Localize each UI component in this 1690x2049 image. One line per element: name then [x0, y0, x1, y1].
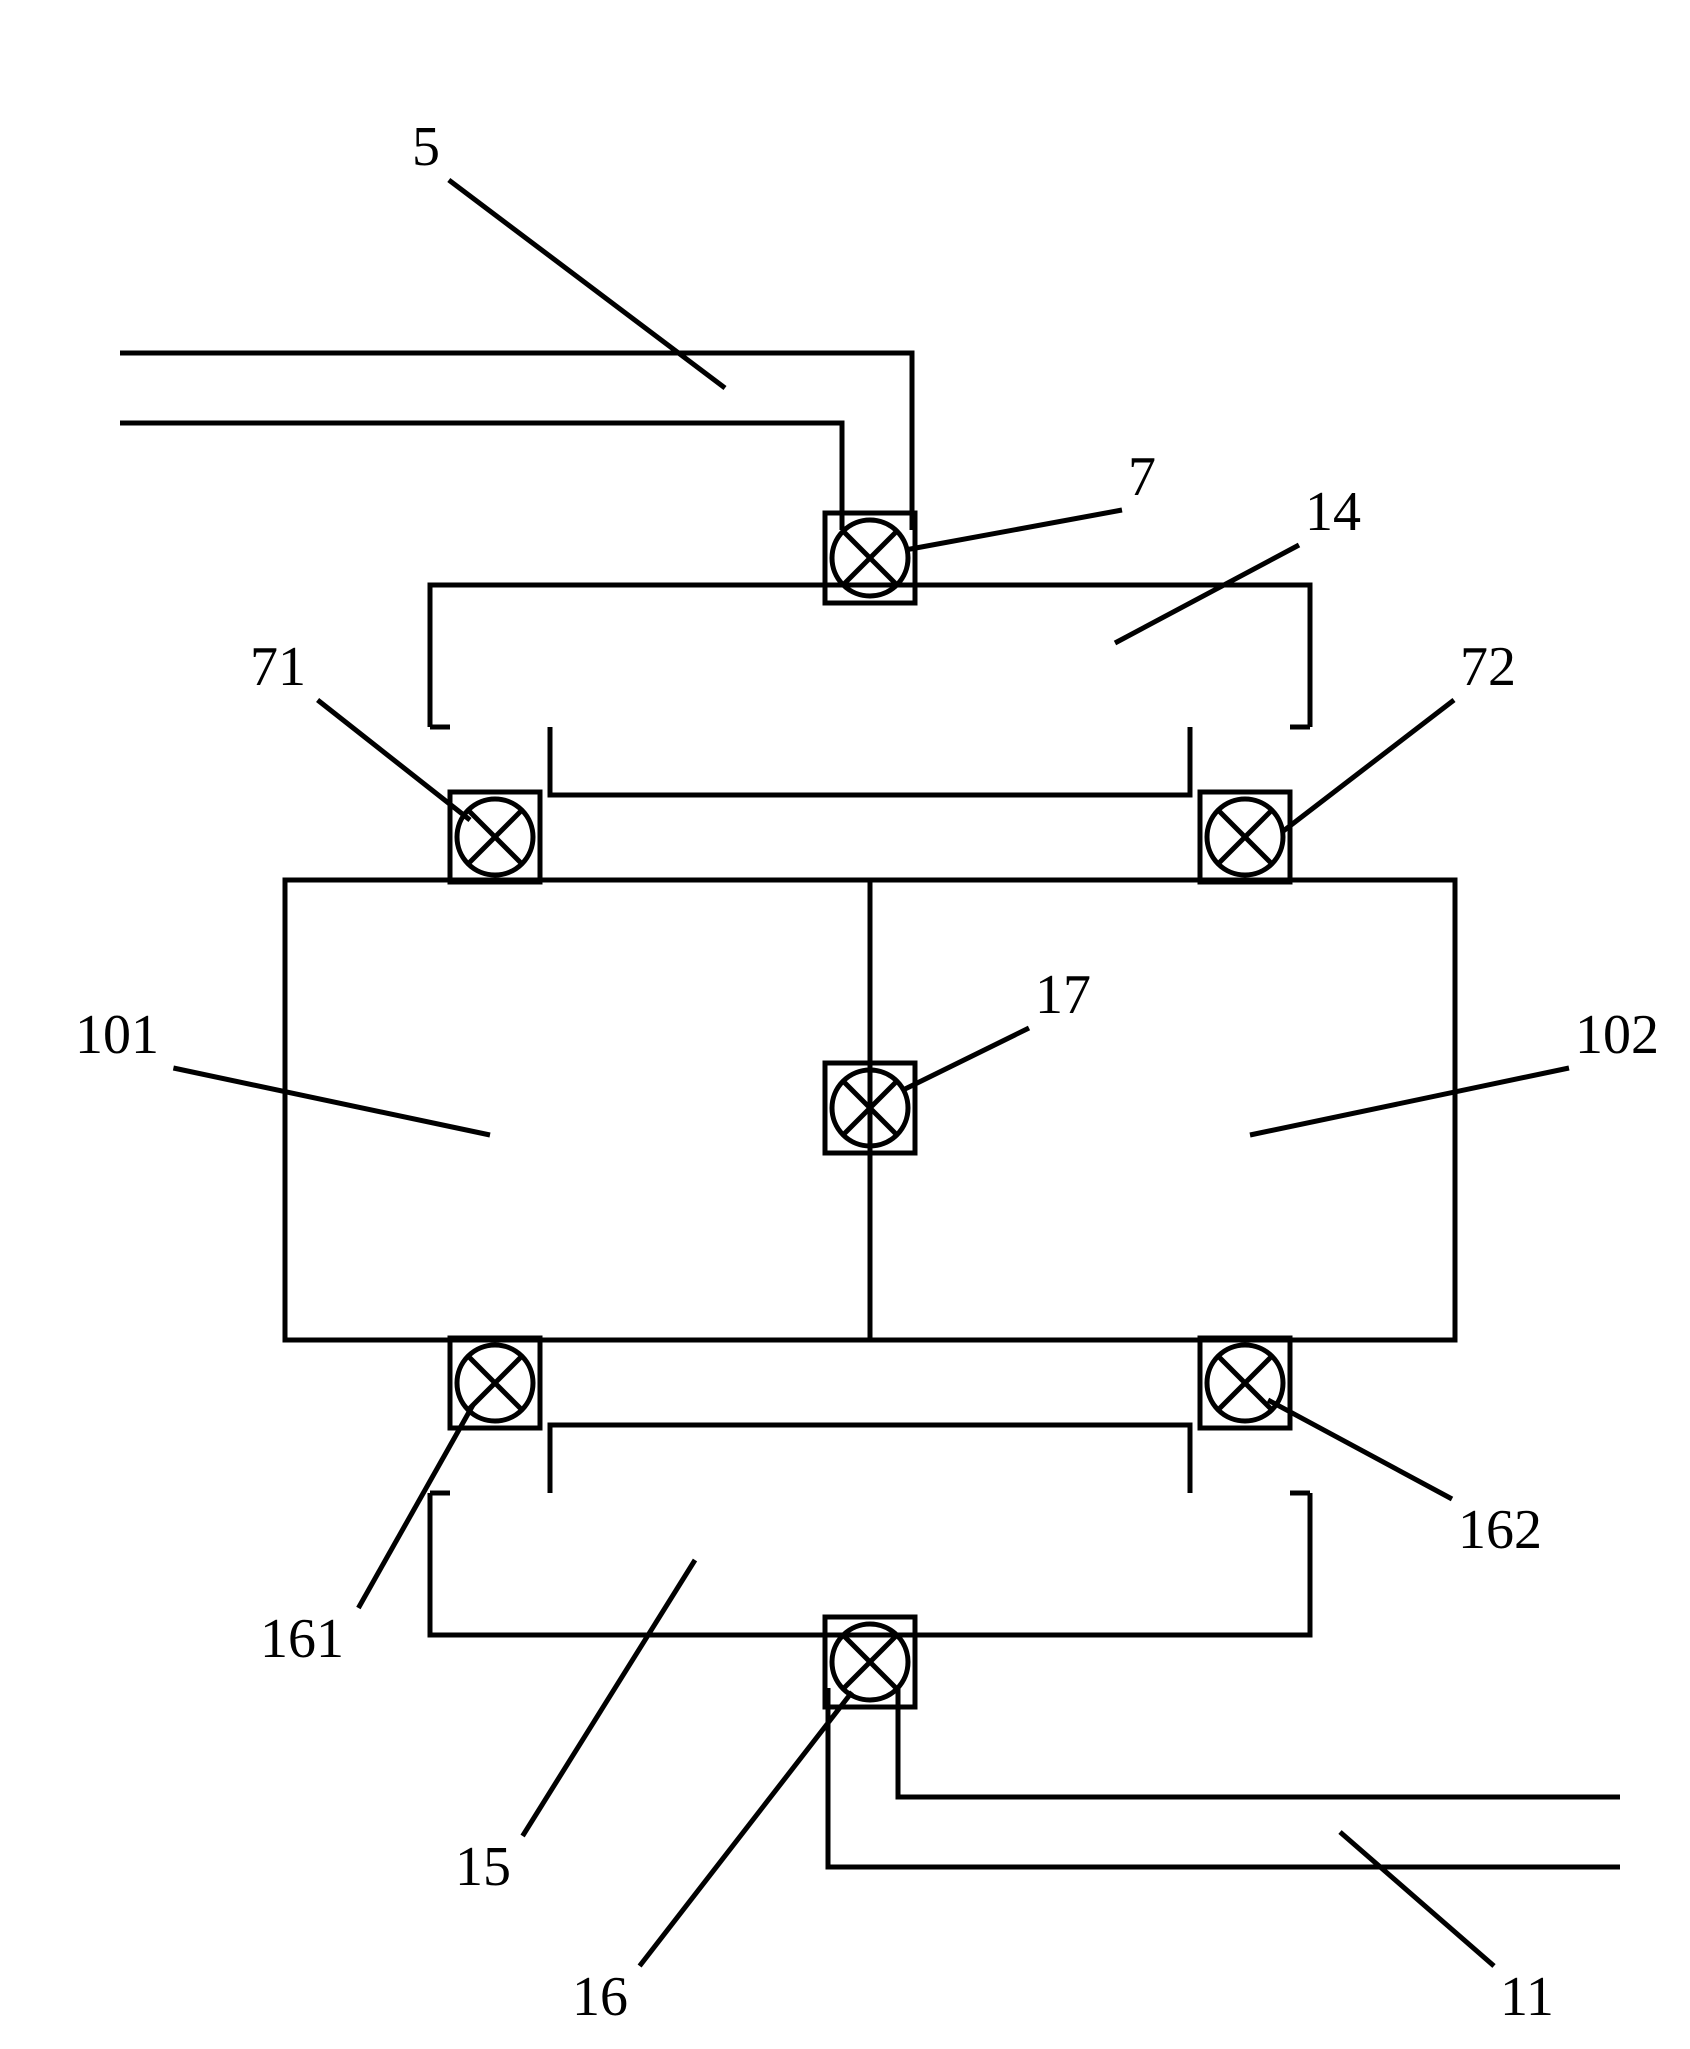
label-5: 5	[412, 116, 440, 178]
top-pipe-inner	[120, 423, 842, 530]
label-16: 16	[572, 1966, 628, 2028]
label-17: 17	[1035, 964, 1091, 1026]
label-101-leader	[173, 1068, 490, 1135]
label-16-leader	[640, 1692, 852, 1966]
label-7: 7	[1128, 446, 1156, 508]
top-pipe-outer	[120, 353, 912, 530]
label-17-leader	[903, 1028, 1029, 1090]
label-72: 72	[1460, 636, 1516, 698]
label-162-leader	[1268, 1400, 1452, 1499]
bot-pipe-inner	[898, 1688, 1620, 1797]
label-161-leader	[358, 1405, 473, 1608]
label-102-leader	[1250, 1068, 1569, 1135]
label-14-leader	[1115, 545, 1299, 643]
bot-pipe-outer	[828, 1688, 1620, 1867]
label-15-leader	[523, 1560, 695, 1836]
label-5-leader	[449, 180, 725, 388]
label-71-leader	[318, 700, 470, 820]
top-plate	[430, 585, 1310, 795]
label-71: 71	[250, 636, 306, 698]
bottom-plate	[430, 1425, 1310, 1635]
label-162: 162	[1458, 1499, 1542, 1561]
label-11-leader	[1340, 1832, 1494, 1966]
label-11: 11	[1500, 1966, 1554, 2028]
label-161: 161	[260, 1608, 344, 1670]
label-101: 101	[75, 1004, 159, 1066]
label-14: 14	[1305, 481, 1361, 543]
label-15: 15	[455, 1836, 511, 1898]
label-7-leader	[905, 510, 1122, 550]
label-102: 102	[1575, 1004, 1659, 1066]
